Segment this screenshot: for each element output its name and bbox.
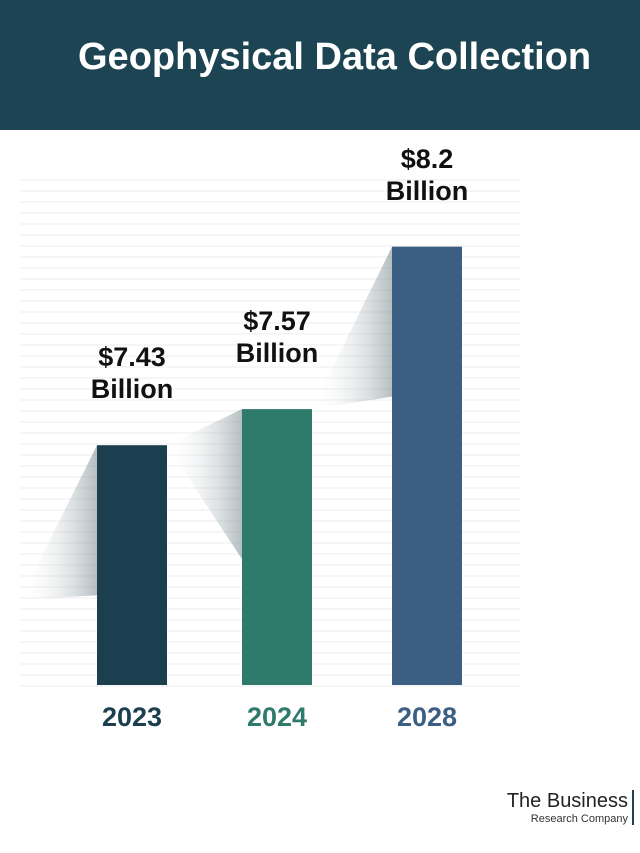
logo: The Business Research Company (507, 790, 634, 825)
logo-line: Research Company (530, 813, 628, 825)
bar (392, 246, 462, 686)
value-label: $7.43 Billion (90, 342, 174, 405)
bar (97, 445, 167, 685)
header (0, 0, 640, 130)
logo-line: The Business (506, 790, 628, 812)
value-label: $8.2 Billion (385, 143, 469, 206)
shadow (167, 409, 242, 560)
x-tick-label: 2028 (396, 702, 458, 732)
shadow (312, 246, 392, 410)
bar (242, 409, 312, 685)
value-label: $7.57 Billion (235, 306, 319, 369)
x-tick-label: 2023 (101, 702, 163, 732)
shadow (20, 445, 97, 600)
chart-title: Geophysical Data Collection (78, 36, 592, 78)
x-tick-label: 2024 (246, 702, 308, 732)
